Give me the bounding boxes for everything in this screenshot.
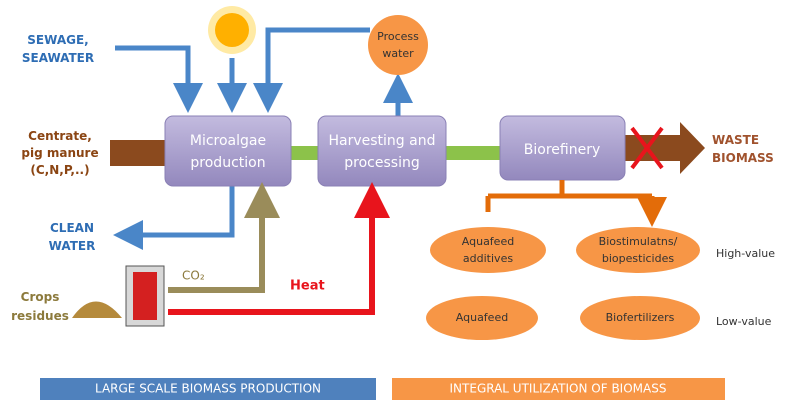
input-arrow — [110, 140, 168, 166]
sun — [208, 6, 256, 54]
process-water — [368, 15, 428, 75]
process-box — [318, 116, 446, 186]
product-bracket — [488, 180, 652, 212]
footer-label: LARGE SCALE BIOMASS PRODUCTION — [95, 382, 321, 396]
connector — [290, 146, 320, 160]
box-label: Biorefinery — [524, 142, 600, 158]
diagram: Microalgaeproduction Harvesting andproce… — [0, 0, 794, 416]
waste-arrow — [624, 122, 705, 174]
input-label: SEWAGE,SEAWATER — [22, 33, 94, 65]
product-label: Biofertilizers — [606, 311, 675, 324]
product-arrows — [488, 208, 652, 212]
product — [576, 227, 700, 273]
footer-label: INTEGRAL UTILIZATION OF BIOMASS — [450, 382, 667, 396]
heat-arrow — [168, 200, 372, 312]
value-level: High-value — [716, 247, 775, 260]
value-level: Low-value — [716, 315, 772, 328]
process-box — [165, 116, 291, 186]
heat-label: Heat — [290, 279, 325, 294]
co2-label: CO₂ — [182, 269, 205, 283]
product-label: Aquafeed — [456, 311, 508, 324]
input-label: Centrate,pig manure(C,N,P,..) — [21, 129, 98, 177]
product — [430, 227, 546, 273]
crops-pile — [72, 302, 122, 319]
heater-core — [133, 272, 157, 320]
connector — [446, 146, 502, 160]
